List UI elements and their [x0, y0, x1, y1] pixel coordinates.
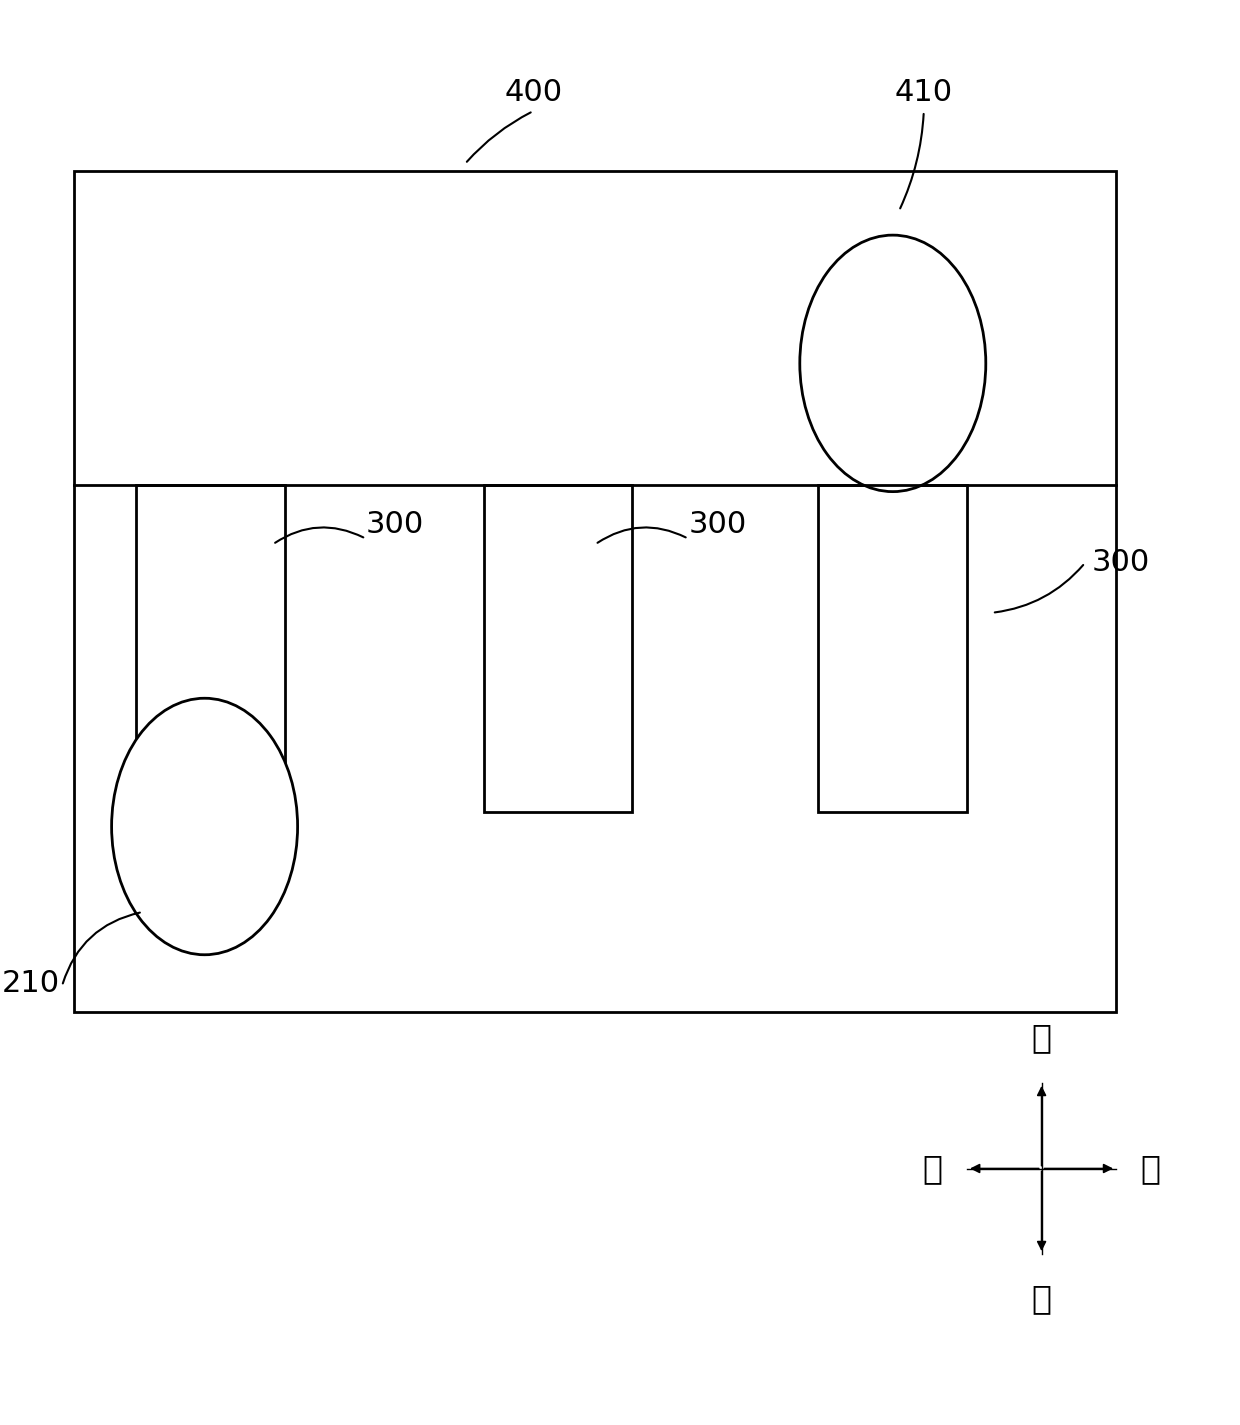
Text: 210: 210 — [2, 969, 60, 998]
Text: 400: 400 — [505, 78, 562, 107]
Text: 右: 右 — [1141, 1151, 1161, 1186]
Text: 300: 300 — [366, 510, 424, 539]
Bar — [136, 485, 285, 812]
Text: 上: 上 — [1032, 1022, 1052, 1054]
Bar — [818, 485, 967, 812]
Bar — [484, 485, 632, 812]
Ellipse shape — [800, 235, 986, 492]
Bar — [74, 171, 1116, 1012]
Text: 300: 300 — [688, 510, 746, 539]
Text: 下: 下 — [1032, 1282, 1052, 1315]
Ellipse shape — [112, 698, 298, 955]
Text: 左: 左 — [923, 1151, 942, 1186]
Text: 300: 300 — [1091, 549, 1149, 577]
Text: 410: 410 — [895, 78, 952, 107]
